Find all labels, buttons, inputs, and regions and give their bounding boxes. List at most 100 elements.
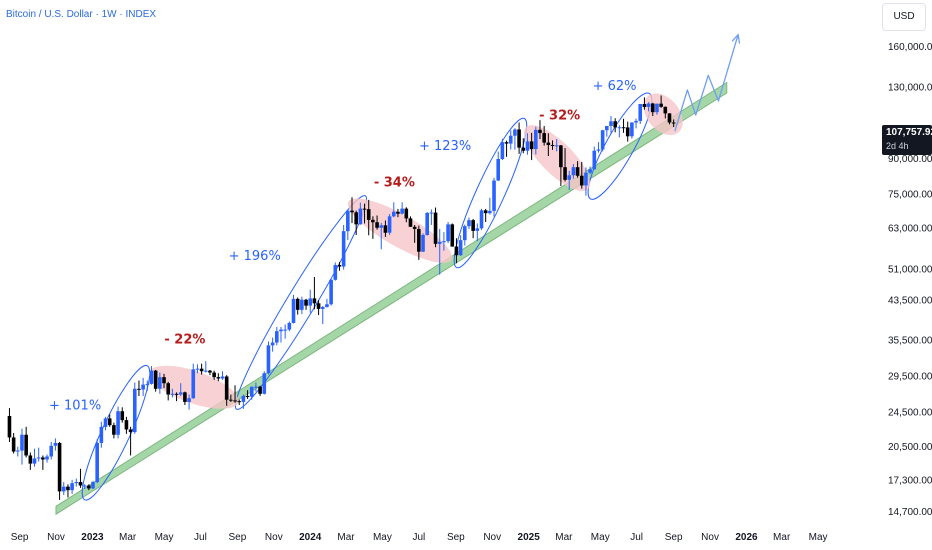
candle-body xyxy=(554,145,559,147)
x-tick-label: Nov xyxy=(265,532,283,543)
candle-body xyxy=(229,399,233,401)
candle-body xyxy=(475,228,480,231)
candle-body xyxy=(529,141,534,150)
candle-body xyxy=(195,368,200,370)
candle-body xyxy=(107,418,112,426)
candle-body xyxy=(128,429,133,433)
candle-body xyxy=(646,103,651,107)
x-tick-label: 2025 xyxy=(518,532,541,543)
candle-body xyxy=(605,125,609,131)
candle-body xyxy=(596,149,601,151)
candle-body xyxy=(66,486,70,491)
pullback-label-4: - 22% xyxy=(164,333,205,348)
candle-body xyxy=(525,141,530,151)
x-tick-label: Mar xyxy=(337,532,355,543)
candle-body xyxy=(287,322,292,330)
candle-body xyxy=(508,135,513,144)
candle-body xyxy=(479,210,484,229)
x-tick-label: 2024 xyxy=(299,532,322,543)
candle-body xyxy=(16,450,20,452)
candle-body xyxy=(542,133,546,143)
candle-body xyxy=(254,386,258,388)
x-tick-label: Jul xyxy=(412,532,425,543)
x-tick-label: Nov xyxy=(701,532,719,543)
candle-body xyxy=(233,400,237,402)
candle-body xyxy=(20,434,24,451)
candle-body xyxy=(391,211,396,217)
candle-body xyxy=(655,103,659,113)
candle-body xyxy=(295,298,300,310)
candle-body xyxy=(337,265,342,267)
candle-body xyxy=(571,167,576,176)
y-tick-label: 130,000.00 xyxy=(888,82,932,93)
candle-body xyxy=(450,224,455,247)
candle-body xyxy=(396,211,400,214)
y-tick-label: 43,500.00 xyxy=(888,296,932,307)
candle-body xyxy=(199,368,204,372)
x-tick-label: Jul xyxy=(194,532,207,543)
candle-body xyxy=(454,246,459,256)
candle-body xyxy=(208,370,212,373)
candle-body xyxy=(237,401,242,403)
candle-body xyxy=(216,377,221,379)
x-tick-label: May xyxy=(155,532,174,543)
candle-body xyxy=(203,370,208,372)
y-tick-label: 35,500.00 xyxy=(888,335,932,346)
x-tick-label: 2023 xyxy=(81,532,104,543)
candle-body xyxy=(458,240,463,256)
candle-body xyxy=(500,142,505,160)
pullback-zone-6 xyxy=(524,125,590,192)
candle-body xyxy=(32,458,37,464)
candle-body xyxy=(87,485,91,489)
candle-body xyxy=(517,129,521,148)
x-tick-label: Nov xyxy=(47,532,65,543)
candle-body xyxy=(630,122,634,137)
candle-body xyxy=(671,122,676,124)
candle-body xyxy=(408,218,413,227)
candle-body xyxy=(504,142,509,144)
candle-body xyxy=(220,376,225,379)
candle-body xyxy=(492,180,496,211)
candle-body xyxy=(538,129,542,134)
candle-body xyxy=(308,298,313,306)
candle-body xyxy=(279,329,283,332)
candle-body xyxy=(563,167,567,180)
x-tick-label: Mar xyxy=(773,532,791,543)
candle-body xyxy=(11,437,16,452)
candle-body xyxy=(354,212,358,225)
rally-label-1: + 196% xyxy=(229,249,281,264)
candle-body xyxy=(258,386,262,394)
x-tick-label: Sep xyxy=(447,532,465,543)
candle-body xyxy=(634,120,638,123)
candle-body xyxy=(625,127,630,137)
candle-body xyxy=(191,369,196,399)
x-axis: Sep Nov 2023 Mar May Jul Sep Nov 2024 Mar May Jul Se… xyxy=(11,532,828,543)
candle-body xyxy=(103,418,108,427)
candle-body xyxy=(187,398,191,402)
candle-body xyxy=(137,388,141,390)
candle-body xyxy=(170,393,175,395)
candles-layer xyxy=(7,95,676,500)
y-tick-label: 24,500.00 xyxy=(888,408,932,419)
candle-body xyxy=(61,486,66,492)
y-tick-label: 51,000.00 xyxy=(888,265,932,276)
candle-body xyxy=(471,220,475,231)
candle-body xyxy=(153,370,158,389)
candle-body xyxy=(304,299,308,306)
candle-body xyxy=(28,455,33,464)
candle-body xyxy=(579,175,584,186)
y-axis: 160,000.00 130,000.00 90,000.00 75,000.00 63… xyxy=(888,42,932,518)
candle-body xyxy=(112,425,116,435)
candle-body xyxy=(400,208,404,214)
candle-body xyxy=(659,103,663,107)
candle-body xyxy=(446,224,450,242)
x-tick-label: May xyxy=(809,532,828,543)
candle-body xyxy=(433,212,438,244)
candle-body xyxy=(425,212,429,235)
projection-layer xyxy=(674,33,741,132)
candle-body xyxy=(312,298,317,304)
candle-body xyxy=(534,129,538,150)
candle-body xyxy=(178,392,183,395)
currency-selector[interactable]: USD xyxy=(882,3,926,31)
